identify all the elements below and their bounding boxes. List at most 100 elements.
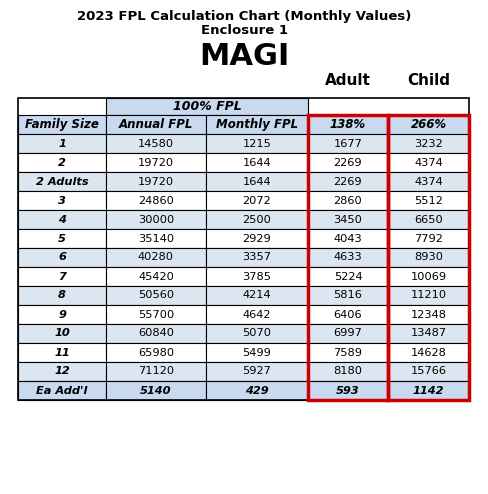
Bar — [205, 153, 307, 172]
Bar — [18, 98, 468, 400]
Bar — [387, 191, 468, 210]
Text: 5816: 5816 — [333, 290, 362, 300]
Bar — [205, 286, 307, 305]
Bar — [106, 115, 205, 134]
Bar — [106, 305, 205, 324]
Bar — [18, 210, 106, 229]
Bar — [18, 172, 106, 191]
Text: 5224: 5224 — [333, 272, 362, 282]
Bar — [106, 324, 205, 343]
Bar — [387, 381, 468, 400]
Text: 12348: 12348 — [409, 310, 446, 320]
Bar — [307, 305, 387, 324]
Text: 5927: 5927 — [242, 367, 271, 376]
Bar — [205, 115, 307, 134]
Bar — [307, 115, 387, 134]
Text: 7589: 7589 — [333, 347, 362, 358]
Text: Monthly FPL: Monthly FPL — [216, 118, 298, 131]
Bar — [387, 134, 468, 153]
Text: 1: 1 — [58, 138, 66, 149]
Bar — [205, 191, 307, 210]
Text: 2269: 2269 — [333, 158, 362, 167]
Bar — [18, 134, 106, 153]
Text: 7: 7 — [58, 272, 66, 282]
Bar — [18, 381, 106, 400]
Bar — [307, 229, 387, 248]
Bar — [106, 286, 205, 305]
Text: 8: 8 — [58, 290, 66, 300]
Text: 5140: 5140 — [140, 385, 171, 396]
Text: 65980: 65980 — [138, 347, 174, 358]
Text: 3: 3 — [58, 196, 66, 206]
Text: 2072: 2072 — [242, 196, 271, 206]
Bar — [307, 153, 387, 172]
Text: 2929: 2929 — [242, 234, 271, 244]
Text: 9: 9 — [58, 310, 66, 320]
Text: 8180: 8180 — [333, 367, 362, 376]
Text: 1215: 1215 — [242, 138, 271, 149]
Text: 3232: 3232 — [413, 138, 442, 149]
Bar — [205, 305, 307, 324]
Text: 11: 11 — [54, 347, 70, 358]
Bar — [106, 229, 205, 248]
Text: 50560: 50560 — [138, 290, 174, 300]
Text: 2500: 2500 — [242, 214, 271, 224]
Bar — [387, 115, 468, 400]
Text: 6997: 6997 — [333, 329, 362, 338]
Bar — [18, 191, 106, 210]
Text: 7792: 7792 — [413, 234, 442, 244]
Bar — [205, 172, 307, 191]
Text: 13487: 13487 — [409, 329, 446, 338]
Text: 2023 FPL Calculation Chart (Monthly Values): 2023 FPL Calculation Chart (Monthly Valu… — [77, 10, 411, 23]
Bar — [205, 381, 307, 400]
Bar — [106, 191, 205, 210]
Text: 4374: 4374 — [413, 158, 442, 167]
Text: 8930: 8930 — [413, 252, 442, 262]
Bar — [307, 343, 387, 362]
Bar — [18, 153, 106, 172]
Bar — [387, 115, 468, 134]
Bar — [307, 134, 387, 153]
Text: 3450: 3450 — [333, 214, 362, 224]
Bar — [106, 172, 205, 191]
Bar — [307, 267, 387, 286]
Text: 5070: 5070 — [242, 329, 271, 338]
Text: 1677: 1677 — [333, 138, 362, 149]
Bar — [387, 153, 468, 172]
Text: 3357: 3357 — [242, 252, 271, 262]
Bar — [106, 362, 205, 381]
Text: 266%: 266% — [409, 118, 446, 131]
Text: 6: 6 — [58, 252, 66, 262]
Bar — [106, 98, 307, 115]
Text: 4642: 4642 — [242, 310, 271, 320]
Bar — [387, 229, 468, 248]
Bar — [205, 210, 307, 229]
Text: 11210: 11210 — [409, 290, 446, 300]
Text: 5: 5 — [58, 234, 66, 244]
Bar — [387, 248, 468, 267]
Text: 593: 593 — [336, 385, 359, 396]
Bar — [18, 115, 106, 134]
Text: 100% FPL: 100% FPL — [172, 100, 241, 113]
Text: 4043: 4043 — [333, 234, 362, 244]
Bar — [387, 362, 468, 381]
Text: Adult: Adult — [325, 73, 370, 88]
Text: 4633: 4633 — [333, 252, 362, 262]
Text: 19720: 19720 — [138, 176, 174, 187]
Text: MAGI: MAGI — [199, 42, 289, 71]
Text: Annual FPL: Annual FPL — [119, 118, 193, 131]
Text: 10: 10 — [54, 329, 70, 338]
Text: 24860: 24860 — [138, 196, 174, 206]
Text: 1644: 1644 — [242, 176, 271, 187]
Text: 5499: 5499 — [242, 347, 271, 358]
Bar — [307, 191, 387, 210]
Bar — [307, 286, 387, 305]
Text: 4214: 4214 — [242, 290, 271, 300]
Bar — [205, 229, 307, 248]
Text: 14628: 14628 — [410, 347, 446, 358]
Text: 60840: 60840 — [138, 329, 174, 338]
Text: 45420: 45420 — [138, 272, 174, 282]
Bar — [106, 381, 205, 400]
Text: 40280: 40280 — [138, 252, 174, 262]
Text: 4: 4 — [58, 214, 66, 224]
